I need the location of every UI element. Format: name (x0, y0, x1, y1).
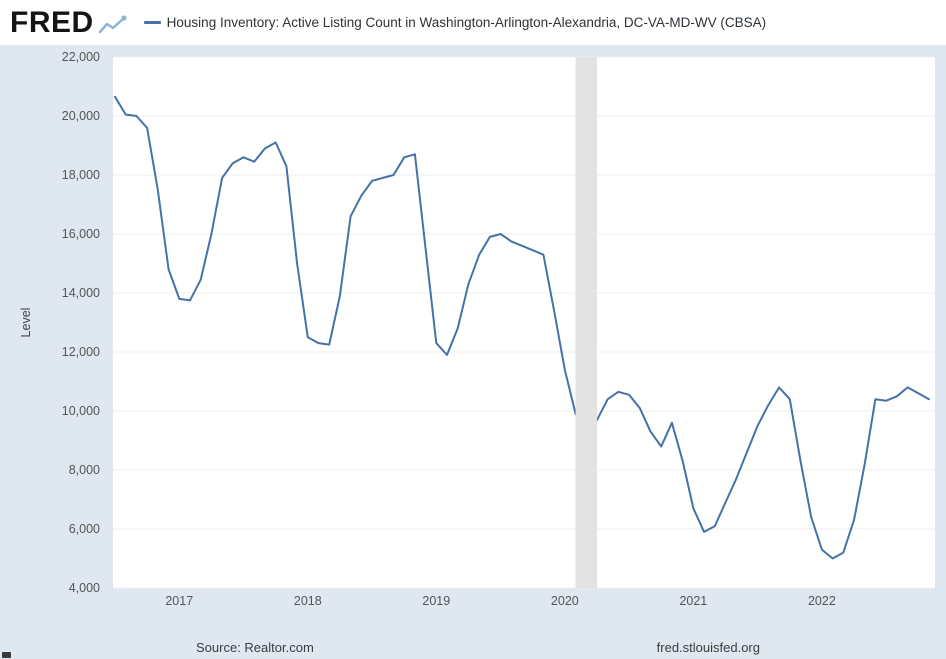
y-tick-label: 12,000 (62, 345, 100, 359)
y-axis-label: Level (19, 308, 33, 338)
x-tick-label: 2018 (294, 594, 322, 608)
y-tick-label: 10,000 (62, 404, 100, 418)
footer: Source: Realtor.com fred.stlouisfed.org (0, 635, 946, 659)
x-tick-label: 2021 (679, 594, 707, 608)
chart-area: 4,000 6,000 8,000 10,000 12,000 14,000 16,000 1… (0, 45, 946, 635)
y-tick-label: 22,000 (62, 50, 100, 64)
x-tick-label: 2020 (551, 594, 579, 608)
corner-artifact (2, 652, 11, 658)
recession-band (575, 57, 597, 588)
y-tick-label: 4,000 (69, 581, 100, 595)
legend-line-swatch (143, 21, 161, 24)
x-tick-label: 2017 (165, 594, 193, 608)
y-tick-label: 8,000 (69, 463, 100, 477)
header: FRED Housing Inventory: Active Listing C… (0, 0, 946, 45)
y-tick-label: 20,000 (62, 109, 100, 123)
chart-svg[interactable]: 4,000 6,000 8,000 10,000 12,000 14,000 16,000 1… (0, 45, 946, 635)
y-tick-label: 18,000 (62, 168, 100, 182)
source-note: Source: Realtor.com (196, 639, 314, 655)
fred-logo-chart-icon (98, 14, 127, 33)
x-tick-label: 2022 (808, 594, 836, 608)
fred-logo[interactable]: FRED (10, 6, 128, 40)
chart-title: Housing Inventory: Active Listing Count … (166, 15, 767, 30)
x-tick-label: 2019 (422, 594, 450, 608)
chart-legend: Housing Inventory: Active Listing Count … (143, 15, 767, 30)
fred-logo-text: FRED (10, 5, 94, 39)
series-line (114, 95, 930, 560)
y-tick-label: 14,000 (62, 286, 100, 300)
y-tick-label: 16,000 (62, 227, 100, 241)
plot-area[interactable] (113, 57, 935, 588)
fred-site-link[interactable]: fred.stlouisfed.org (656, 639, 760, 655)
y-tick-label: 6,000 (69, 522, 100, 536)
